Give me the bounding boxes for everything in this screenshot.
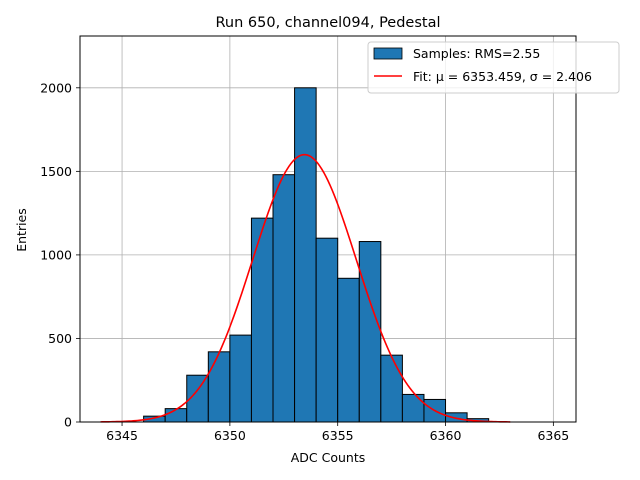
y-tick-label: 1000 bbox=[40, 247, 72, 262]
y-tick-label: 500 bbox=[48, 331, 72, 346]
x-tick-label: 6365 bbox=[537, 428, 569, 443]
y-tick-label: 1500 bbox=[40, 164, 72, 179]
legend-samples-swatch bbox=[373, 47, 403, 60]
legend-fit-label: Fit: μ = 6353.459, σ = 2.406 bbox=[413, 69, 592, 84]
legend-box bbox=[367, 41, 620, 94]
histogram-bar bbox=[401, 393, 425, 423]
y-tick-label: 0 bbox=[64, 415, 72, 430]
x-axis-label: ADC Counts bbox=[291, 450, 366, 465]
chart-title: Run 650, channel094, Pedestal bbox=[215, 15, 440, 31]
histogram-bar bbox=[337, 277, 360, 423]
y-tick-label: 2000 bbox=[40, 80, 72, 95]
x-tick-label: 6355 bbox=[322, 428, 354, 443]
histogram-bar bbox=[380, 354, 403, 423]
histogram-bar bbox=[164, 408, 188, 423]
axis-ticks: 6345 6350 6355 6360 6365 0 500 1000 1500 2000 bbox=[40, 80, 569, 443]
histogram-bar bbox=[207, 351, 231, 423]
histogram-bar bbox=[445, 412, 468, 423]
histogram-bar bbox=[250, 217, 274, 423]
histogram-bar bbox=[358, 241, 382, 423]
histogram-bar bbox=[294, 87, 317, 423]
legend-samples-label: Samples: RMS=2.55 bbox=[413, 46, 540, 61]
gaussian-fit-curve bbox=[100, 153, 511, 423]
x-tick-label: 6360 bbox=[430, 428, 462, 443]
histogram-bar bbox=[272, 174, 296, 423]
histogram-bar bbox=[315, 237, 339, 423]
axes-frame bbox=[79, 35, 577, 423]
y-axis-label: Entries bbox=[14, 208, 29, 252]
histogram-bar bbox=[229, 334, 252, 423]
x-tick-label: 6350 bbox=[214, 428, 246, 443]
x-tick-label: 6345 bbox=[106, 428, 138, 443]
histogram-bars bbox=[143, 87, 490, 423]
legend: Samples: RMS=2.55 Fit: μ = 6353.459, σ =… bbox=[367, 41, 620, 94]
